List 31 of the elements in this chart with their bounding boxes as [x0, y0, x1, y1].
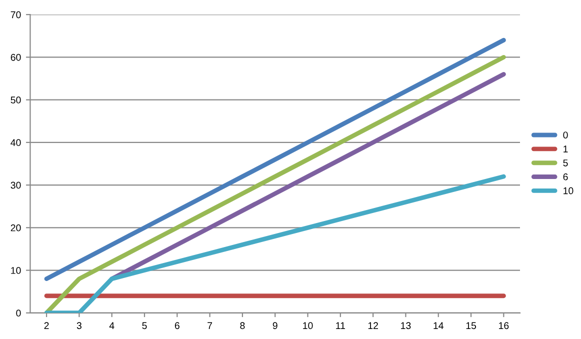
line-series — [44, 54, 506, 313]
y-tick-label: 40 — [10, 139, 21, 146]
x-tick-label: 3 — [76, 322, 82, 330]
y-tick-label: 50 — [10, 96, 21, 104]
y-tick-label: 10 — [11, 267, 21, 274]
x-tick-label: 12 — [368, 322, 378, 329]
y-tick-label: 20 — [10, 224, 21, 232]
legend-label: 0 — [563, 132, 568, 138]
line-series — [44, 174, 506, 313]
x-tick-label: 11 — [336, 322, 345, 329]
legend-label: 10 — [564, 187, 574, 194]
x-tick-label: 7 — [208, 322, 212, 329]
line-series — [44, 38, 506, 282]
y-tick-label: 70 — [10, 11, 21, 18]
legend-label: 1 — [564, 146, 568, 152]
y-tick-label: 30 — [10, 182, 21, 189]
legend-label: 6 — [563, 173, 568, 180]
x-tick-label: 15 — [466, 322, 476, 330]
x-tick-label: 2 — [44, 322, 49, 329]
x-tick-label: 6 — [174, 322, 180, 330]
x-tick-label: 5 — [142, 322, 147, 330]
legend-label: 5 — [563, 160, 568, 166]
x-tick-label: 10 — [303, 322, 313, 330]
x-tick-label: 9 — [272, 322, 278, 330]
x-tick-label: 4 — [109, 322, 114, 329]
x-tick-label: 14 — [434, 322, 444, 329]
y-tick-label: 0 — [16, 310, 21, 317]
x-tick-label: 13 — [401, 322, 411, 330]
y-tick-label: 60 — [10, 54, 21, 61]
x-tick-label: 8 — [240, 322, 245, 330]
x-tick-label: 16 — [499, 322, 509, 330]
